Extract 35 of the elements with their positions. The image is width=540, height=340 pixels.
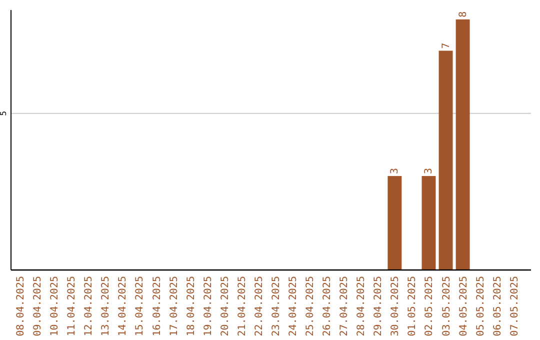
x-tick-label: 06.05.2025 [492,276,504,336]
x-tick-label: 02.05.2025 [424,276,436,336]
x-tick-label: 03.05.2025 [441,276,452,336]
x-tick-label: 23.04.2025 [270,276,282,336]
x-tick-label: 21.04.2025 [236,276,248,336]
x-tick-label: 26.04.2025 [322,276,334,336]
y-tick-label: 5 [0,110,8,116]
x-tick-label: 18.04.2025 [186,276,197,336]
x-tick-label: 13.04.2025 [100,276,112,336]
x-tick-label: 24.04.2025 [288,276,299,336]
x-tick-label: 28.04.2025 [356,276,368,336]
x-tick-label: 12.04.2025 [84,276,95,336]
x-tick-label: 25.04.2025 [305,276,316,336]
x-tick-label: 27.04.2025 [339,276,350,336]
x-tick-label: 08.04.2025 [16,276,27,336]
x-tick-label: 10.04.2025 [50,276,61,336]
x-tick-label: 14.04.2025 [118,276,129,336]
x-tick-label: 11.04.2025 [66,276,78,336]
x-tick-label: 30.04.2025 [390,276,402,336]
data-label: 7 [440,42,452,49]
x-tick-label: 07.05.2025 [509,276,520,336]
x-tick-label: 16.04.2025 [152,276,163,336]
x-tick-label: 22.04.2025 [254,276,265,336]
x-tick-label: 01.05.2025 [407,276,418,336]
data-label: 3 [424,168,435,174]
x-tick-label: 05.05.2025 [475,276,486,336]
x-tick-label: 19.04.2025 [202,276,214,336]
x-tick-label: 29.04.2025 [373,276,384,336]
x-tick-label: 20.04.2025 [220,276,231,336]
x-tick-label: 04.05.2025 [458,276,470,336]
x-tick-label: 09.04.2025 [32,276,44,336]
data-label: 3 [390,168,401,174]
x-tick-label: 17.04.2025 [168,276,180,336]
x-tick-label: 15.04.2025 [134,276,146,336]
data-label: 8 [458,11,469,18]
